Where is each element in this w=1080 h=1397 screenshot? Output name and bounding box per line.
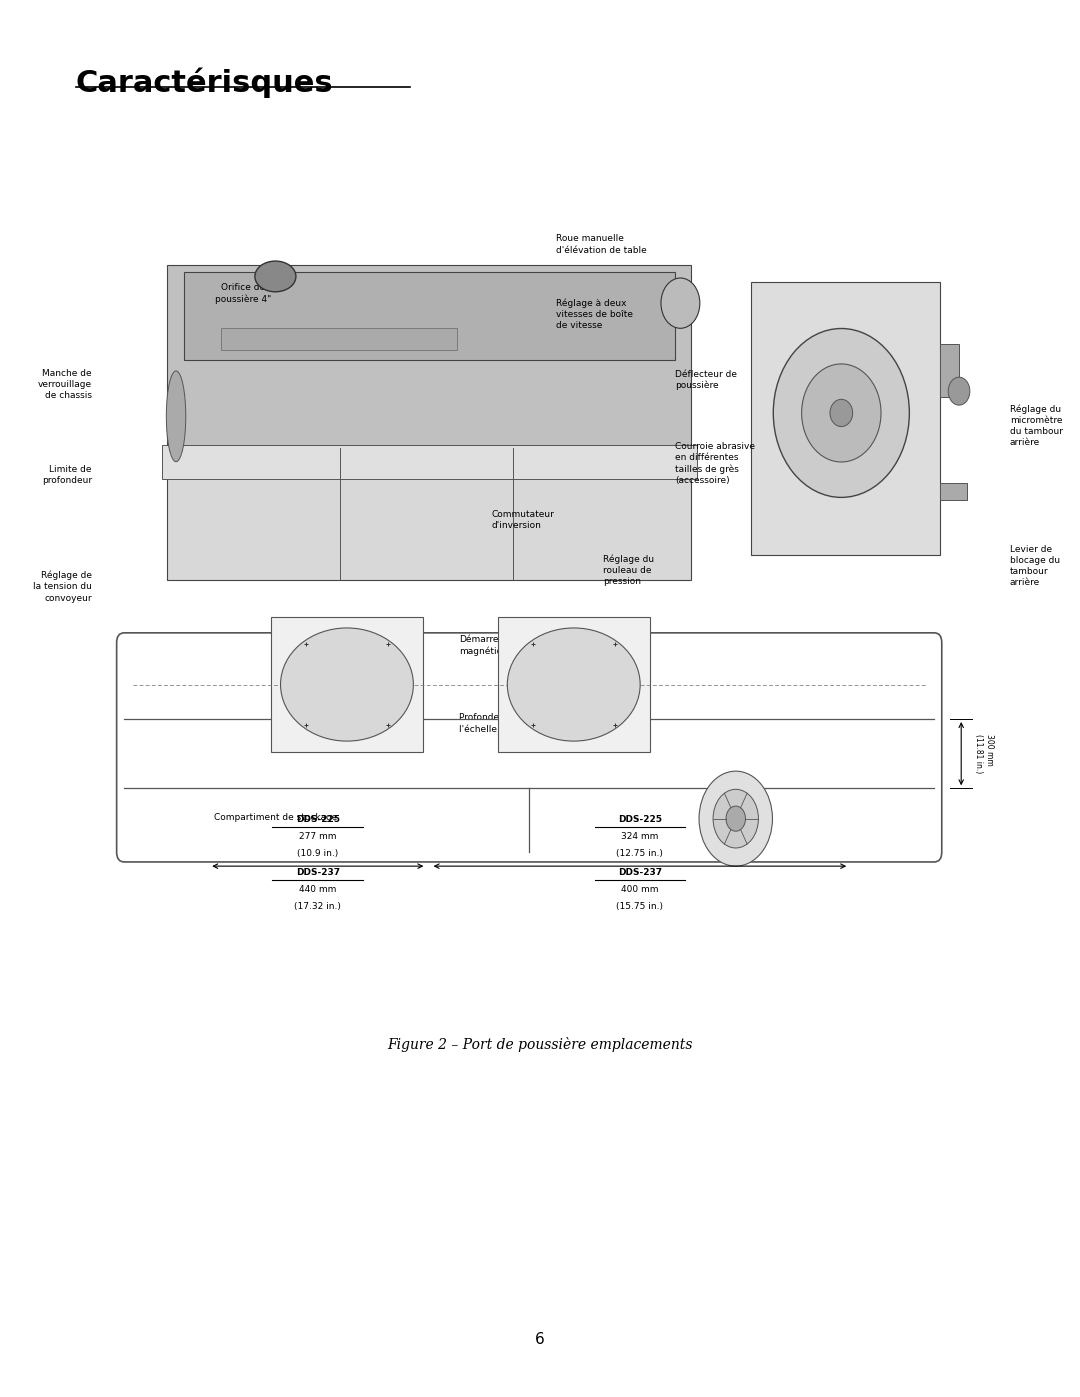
Ellipse shape bbox=[801, 365, 881, 462]
Ellipse shape bbox=[166, 372, 186, 462]
Text: Réglage à deux
vitesses de boîte
de vitesse: Réglage à deux vitesses de boîte de vite… bbox=[556, 299, 633, 330]
Ellipse shape bbox=[255, 261, 296, 292]
Text: 324 mm: 324 mm bbox=[621, 833, 659, 841]
Bar bbox=[751, 282, 940, 555]
Bar bbox=[184, 271, 675, 360]
Text: (17.32 in.): (17.32 in.) bbox=[295, 902, 341, 911]
Bar bbox=[271, 617, 423, 752]
Text: (12.75 in.): (12.75 in.) bbox=[617, 849, 663, 858]
Text: Caractérisques: Caractérisques bbox=[76, 67, 334, 98]
Text: DDS-237: DDS-237 bbox=[618, 869, 662, 877]
Bar bbox=[940, 483, 967, 500]
Text: 300 mm
(11.81 in.): 300 mm (11.81 in.) bbox=[974, 733, 994, 774]
Text: Orifice de
poussière 4": Orifice de poussière 4" bbox=[215, 284, 271, 303]
Text: Courroie abrasive
en différentes
tailles de grès
(accessoire): Courroie abrasive en différentes tailles… bbox=[675, 443, 755, 485]
FancyBboxPatch shape bbox=[117, 633, 942, 862]
Text: Roue manuelle
d'élévation de table: Roue manuelle d'élévation de table bbox=[556, 235, 647, 254]
Ellipse shape bbox=[281, 629, 414, 740]
Text: 6: 6 bbox=[535, 1331, 545, 1347]
Text: Réglage du
rouleau de
pression: Réglage du rouleau de pression bbox=[603, 555, 653, 585]
Text: Réglage du
micromètre
du tambour
arrière: Réglage du micromètre du tambour arrière bbox=[1010, 405, 1063, 447]
Bar bbox=[162, 444, 697, 479]
Bar bbox=[221, 328, 457, 351]
Text: Figure 2 – Port de poussière emplacements: Figure 2 – Port de poussière emplacement… bbox=[388, 1037, 692, 1052]
Text: Réglage de
la tension du
convoyeur: Réglage de la tension du convoyeur bbox=[32, 571, 92, 602]
Text: Figure 1: Figure 1 bbox=[510, 626, 570, 640]
Ellipse shape bbox=[773, 328, 909, 497]
Text: 400 mm: 400 mm bbox=[621, 886, 659, 894]
Text: Manche de
verrouillage
de chassis: Manche de verrouillage de chassis bbox=[38, 369, 92, 400]
Circle shape bbox=[661, 278, 700, 328]
Text: Commutateur
d'inversion: Commutateur d'inversion bbox=[491, 510, 554, 529]
Circle shape bbox=[713, 789, 758, 848]
Ellipse shape bbox=[508, 629, 640, 740]
Bar bbox=[167, 265, 691, 447]
Bar bbox=[498, 617, 650, 752]
Text: DDS-237: DDS-237 bbox=[296, 869, 340, 877]
Text: 277 mm: 277 mm bbox=[299, 833, 337, 841]
Text: 440 mm: 440 mm bbox=[299, 886, 337, 894]
Text: Démarreur
magnétique: Démarreur magnétique bbox=[459, 636, 514, 655]
Text: DDS-225: DDS-225 bbox=[618, 816, 662, 824]
Text: (15.75 in.): (15.75 in.) bbox=[617, 902, 663, 911]
Circle shape bbox=[726, 806, 745, 831]
Bar bbox=[940, 344, 959, 397]
Text: Profondeur de
l'échelle de coupe: Profondeur de l'échelle de coupe bbox=[459, 714, 542, 733]
Ellipse shape bbox=[831, 400, 853, 426]
Text: Compartiment de stockage: Compartiment de stockage bbox=[214, 813, 337, 821]
Text: (10.9 in.): (10.9 in.) bbox=[297, 849, 338, 858]
Circle shape bbox=[699, 771, 772, 866]
Text: DDS-225: DDS-225 bbox=[296, 816, 340, 824]
Text: Déflecteur de
poussière: Déflecteur de poussière bbox=[675, 370, 737, 390]
Text: Levier de
blocage du
tambour
arrière: Levier de blocage du tambour arrière bbox=[1010, 545, 1059, 587]
Circle shape bbox=[948, 377, 970, 405]
Bar bbox=[167, 447, 691, 580]
Text: Limite de
profondeur: Limite de profondeur bbox=[42, 465, 92, 485]
